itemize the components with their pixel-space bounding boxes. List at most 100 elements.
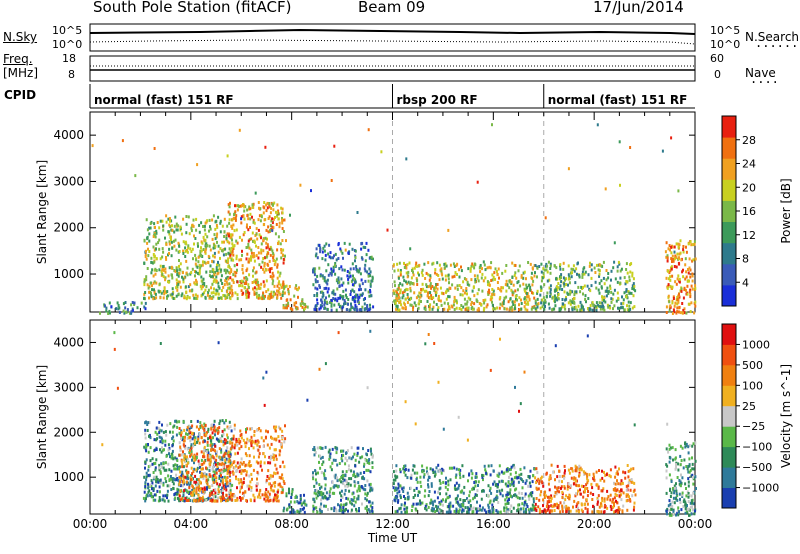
data-cell: [669, 248, 671, 252]
data-cell: [293, 294, 296, 298]
data-cell: [144, 432, 147, 436]
data-cell: [323, 472, 325, 476]
data-cell: [595, 308, 598, 312]
data-cell: [183, 489, 186, 493]
data-cell: [229, 453, 232, 457]
y-tick-label: 3000: [53, 380, 84, 394]
data-cell: [558, 287, 561, 291]
data-cell: [340, 503, 343, 507]
station-title: South Pole Station (fitACF): [93, 0, 292, 16]
data-cell: [213, 255, 216, 259]
data-cell: [248, 205, 251, 209]
data-cell: [193, 234, 195, 238]
data-cell: [175, 478, 178, 482]
data-cell: [525, 302, 528, 306]
data-cell: [245, 499, 248, 502]
data-cell: [151, 481, 154, 485]
data-cell: [580, 285, 583, 289]
data-cell: [327, 273, 330, 277]
data-cell: [236, 268, 238, 272]
data-cell: [507, 501, 510, 505]
data-cell: [272, 458, 275, 462]
data-cell: [161, 441, 164, 445]
data-cell: [518, 264, 521, 268]
data-cell: [270, 290, 273, 294]
data-cell: [547, 302, 550, 306]
data-cell: [532, 291, 535, 295]
data-cell: [342, 449, 345, 453]
data-cell: [161, 448, 164, 452]
data-cell: [619, 269, 622, 273]
data-cell: [369, 256, 372, 259]
data-cell: [204, 232, 207, 236]
data-cell: [544, 510, 547, 514]
data-cell: [165, 214, 168, 218]
data-cell: [235, 498, 238, 502]
data-cell: [313, 448, 316, 452]
data-cell: [410, 276, 413, 280]
data-cell: [230, 429, 233, 433]
data-cell: [399, 288, 402, 292]
data-cell: [528, 283, 531, 287]
data-cell: [447, 483, 450, 487]
data-cell: [559, 307, 562, 311]
data-cell: [147, 443, 149, 446]
data-cell: [236, 496, 239, 500]
data-cell: [583, 266, 586, 270]
data-cell: [177, 241, 180, 245]
data-cell: [289, 307, 292, 310]
data-cell: [232, 437, 235, 441]
data-cell: [480, 497, 483, 501]
data-cell: [225, 457, 228, 461]
data-cell: [221, 489, 224, 492]
data-cell: [438, 509, 441, 513]
data-cell: [459, 468, 462, 472]
data-cell: [185, 290, 188, 294]
data-cell: [167, 448, 170, 452]
data-cell: [301, 301, 304, 305]
data-cell: [673, 310, 676, 314]
data-cell: [155, 281, 158, 285]
data-cell: [436, 496, 439, 500]
data-cell: [239, 204, 242, 208]
data-cell: [429, 274, 432, 278]
data-cell: [427, 261, 430, 265]
data-cell: [281, 253, 284, 257]
data-cell: [187, 470, 190, 474]
data-cell: [312, 270, 314, 274]
data-cell: [340, 277, 343, 281]
data-cell: [205, 486, 208, 490]
data-cell: [549, 264, 552, 268]
data-cell: [397, 308, 400, 312]
data-cell: [514, 271, 517, 275]
data-cell: [328, 448, 331, 452]
y-axis-label: Slant Range [km]: [35, 365, 49, 469]
data-cell: [267, 469, 270, 473]
data-cell: [455, 467, 458, 471]
data-cell: [229, 479, 232, 483]
data-cell: [231, 292, 234, 295]
data-cell: [547, 260, 550, 264]
data-cell: [341, 504, 344, 508]
data-cell: [349, 483, 352, 487]
data-cell: [209, 227, 212, 231]
data-cell: [262, 211, 265, 215]
data-cell: [529, 288, 532, 292]
data-cell: [350, 302, 352, 306]
data-cell: [479, 504, 481, 508]
data-cell: [529, 262, 532, 266]
data-cell: [274, 260, 277, 263]
data-cell: [458, 268, 461, 272]
data-cell: [563, 471, 566, 475]
data-cell: [450, 304, 453, 308]
data-cell: [224, 296, 227, 300]
colorbar-tick-label: 28: [742, 134, 756, 147]
data-cell: [527, 494, 530, 498]
data-cell: [534, 307, 537, 311]
data-cell: [340, 489, 343, 493]
data-cell: [275, 467, 278, 471]
data-cell: [334, 292, 337, 296]
data-cell: [603, 299, 605, 303]
data-cell: [623, 308, 626, 312]
data-cell: [511, 300, 514, 304]
